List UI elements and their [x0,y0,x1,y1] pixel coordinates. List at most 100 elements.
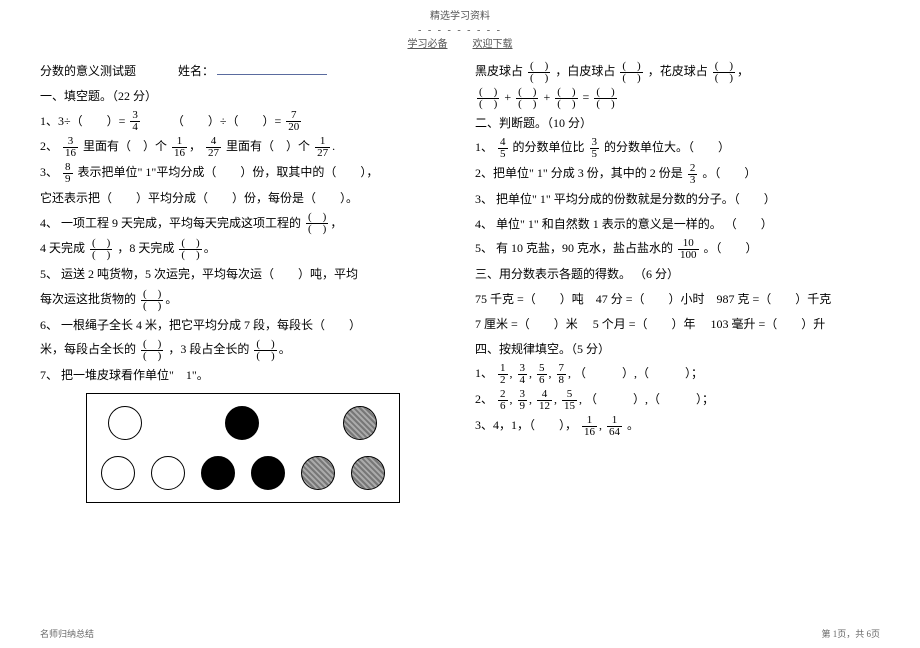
j4: 4、 单位" 1" 和自然数 1 表示的意义是一样的。 （ ） [475,213,880,236]
section2-head: 二、判断题。（10 分） [475,112,880,135]
header-line2a: 学习必备 [408,39,448,50]
frac-1-16b: 116 [582,415,597,438]
r1-sum: ( )( ) + ( )( ) + ( )( ) = ( )( ) [475,86,880,110]
j2: 2、把单位" 1" 分成 3 份，其中的 2 份是 23 。（ ） [475,162,880,186]
u2: 7 厘米 =（ ）米 5 个月 =（ ）年 103 毫升 =（ ）升 [475,313,880,336]
ball-white [151,456,185,490]
title-row: 分数的意义测试题 姓名： [40,60,445,83]
j1-c: 的分数单位大。（ ） [604,140,730,154]
frac-blank-5: ( )( ) [141,339,163,362]
frac-blank-s1: ( )( ) [477,87,499,110]
frac-4-12: 412 [537,389,552,412]
q6-c: ，3 段占全长的 [168,342,249,356]
j5-a: 5、 有 10 克盐，90 克水，盐占盐水的 [475,241,673,255]
columns: 分数的意义测试题 姓名： 一、填空题。（22 分） 1、3÷（ ）= 34 （ … [40,58,880,503]
frac-blank-r2: ( )( ) [620,61,642,84]
q4-a: 4、 一项工程 9 天完成，平均每天完成这项工程的 [40,216,301,230]
frac-1-27: 127 [315,136,330,159]
q5a: 5、 运送 2 吨货物，5 次运完，平均每次运（ ）吨，平均 [40,263,445,286]
q5b: 每次运这批货物的 ( )( )。 [40,288,445,312]
frac-3-4: 34 [130,110,140,133]
header-block: 精选学习资料 - - - - - - - - - 学习必备 欢迎下载 [40,10,880,52]
frac-7-8: 78 [557,363,567,386]
q2-b: 里面有（ ）个 [83,139,167,153]
frac-5-15: 515 [562,389,577,412]
frac-3-9: 39 [518,389,528,412]
j2-b: 。（ ） [702,166,756,180]
j1-a: 1、 [475,140,493,154]
ball-row-1 [93,406,393,440]
frac-1-64: 164 [607,415,622,438]
frac-blank-2: ( )( ) [90,238,112,261]
r1-b: ，白皮球占 [555,64,615,78]
ball-gray [351,456,385,490]
ball-row-2 [93,456,393,490]
frac-10-100: 10100 [678,238,699,261]
footer-right: 第 1页，共 6页 [821,627,880,640]
frac-blank-4: ( )( ) [141,289,163,312]
q3: 3、 89 表示把单位" 1"平均分成（ ）份，取其中的（ ）， [40,161,445,185]
r1-a: 黑皮球占 [475,64,523,78]
q1: 1、3÷（ ）= 34 （ ）÷（ ）= 720 [40,110,445,134]
frac-blank-1: ( )( ) [306,212,328,235]
q3-b: 表示把单位" 1"平均分成（ ）份，取其中的（ ）， [78,165,379,179]
section4-head: 四、按规律填空。（5 分） [475,338,880,361]
frac-4-5: 45 [498,137,508,160]
q2: 2、 316 里面有（ ）个 116， 427 里面有（ ）个 127. [40,135,445,159]
section3-head: 三、用分数表示各题的得数。 （6 分） [475,263,880,286]
j2-a: 2、把单位" 1" 分成 3 份，其中的 2 份是 [475,166,683,180]
header-line1: 精选学习资料 [40,10,880,24]
ball-white [101,456,135,490]
name-blank[interactable] [217,64,327,75]
j5: 5、 有 10 克盐，90 克水，盐占盐水的 10100 。（ ） [475,237,880,261]
right-column: 黑皮球占 ( )( ) ，白皮球占 ( )( ) ，花皮球占 ( )( )， (… [475,58,880,503]
frac-1-16: 116 [172,136,187,159]
header-line2b: 欢迎下载 [473,39,513,50]
p2: 2、 26, 39, 412, 515, （ ）,（ ）； [475,388,880,412]
ball-white [108,406,142,440]
frac-blank-r1: ( )( ) [528,61,550,84]
j5-b: 。（ ） [704,241,758,255]
frac-3-16: 316 [63,136,78,159]
header-dash: - - - - - - - - - [40,24,880,38]
q4: 4、 一项工程 9 天完成，平均每天完成这项工程的 ( )( )， [40,212,445,236]
frac-blank-s4: ( )( ) [594,87,616,110]
frac-blank-r3: ( )( ) [713,61,735,84]
p3-b: 。 [627,418,639,432]
q7: 7、 把一堆皮球看作单位" 1"。 [40,364,445,387]
p1: 1、 12, 34, 56, 78, （ ）,（ ）； [475,362,880,386]
u1: 75 千克 =（ ）吨 47 分 =（ ）小时 987 克 =（ ）千克 [475,288,880,311]
frac-blank-s3: ( )( ) [555,87,577,110]
q6-b: 米，每段占全长的 [40,342,136,356]
ball-gray [301,456,335,490]
ball-gray [343,406,377,440]
q4b: 4 天完成 ( )( ) ，8 天完成 ( )( )。 [40,237,445,261]
frac-5-6: 56 [537,363,547,386]
header-line2: 学习必备 欢迎下载 [40,38,880,52]
q6a: 6、 一根绳子全长 4 米，把它平均分成 7 段，每段长（ ） [40,314,445,337]
j1-b: 的分数单位比 [513,140,585,154]
frac-1-2: 12 [498,363,508,386]
j3: 3、 把单位" 1" 平均分成的份数就是分数的分子。（ ） [475,188,880,211]
frac-2-6: 26 [498,389,508,412]
q4-b: 4 天完成 [40,241,85,255]
frac-blank-6: ( )( ) [254,339,276,362]
frac-8-9: 89 [63,162,73,185]
p3: 3、4，1，（ ）， 116, 164 。 [475,414,880,438]
frac-3-4b: 34 [518,363,528,386]
q1-a: 1、3÷（ ）= [40,114,125,128]
q3c: 它还表示把（ ）平均分成（ ）份，每份是（ ）。 [40,187,445,210]
frac-2-3: 23 [688,163,698,186]
footer-left: 名师归纳总结 [40,627,94,640]
ball-box [86,393,400,503]
r1: 黑皮球占 ( )( ) ，白皮球占 ( )( ) ，花皮球占 ( )( )， [475,60,880,84]
q6b: 米，每段占全长的 ( )( ) ，3 段占全长的 ( )( )。 [40,338,445,362]
p3-a: 3、4，1，（ ）， [475,418,577,432]
q2-c: 里面有（ ）个 [226,139,310,153]
frac-7-20: 720 [286,110,301,133]
q2-a: 2、 [40,139,58,153]
q4-c: ，8 天完成 [117,241,174,255]
frac-4-27: 427 [206,136,221,159]
q3-a: 3、 [40,165,58,179]
frac-blank-s2: ( )( ) [516,87,538,110]
